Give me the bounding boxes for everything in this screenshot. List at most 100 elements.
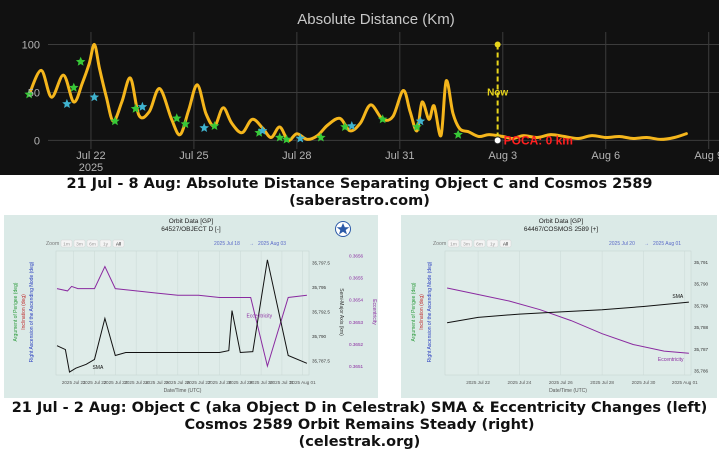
x-sub-label: 2025 [79, 162, 103, 174]
data-point-marker [180, 119, 191, 129]
data-point-marker [281, 134, 292, 144]
sma-tick-label: 35,795 [312, 285, 326, 290]
star-logo-icon [335, 221, 351, 237]
plot-area: SMA Eccentricity [55, 250, 310, 376]
zoom-button-bg [499, 239, 512, 248]
data-point-marker [62, 98, 72, 108]
data-point-marker [295, 133, 306, 143]
bottom-caption-line1: 21 Jul - 2 Aug: Object C (aka Object D i… [11, 400, 708, 416]
ecc-tick-label: 0.3655 [349, 276, 363, 281]
sma-tick-label: 35,786 [694, 369, 708, 374]
data-point-marker [275, 132, 285, 142]
sma-tick-label: 35,787.5 [312, 358, 330, 363]
left-axis-title-1: Inclination (deg) [21, 294, 27, 330]
sma-series-line [447, 301, 689, 324]
x-tick-label: Jul 25 [179, 150, 208, 162]
object-d-orbit-panel: Orbit Data [GP] 64527/OBJECT D [-] Zoom 1… [4, 215, 378, 398]
ecc-axis-title: Eccentricity [371, 299, 377, 325]
sma-axis-title: Semi-Major Axis (km) [338, 288, 344, 336]
left-axis-title-2: Right Ascension of the Ascending Node (d… [29, 261, 35, 362]
ecc-tick-label: 0.3652 [349, 342, 363, 347]
x-tick-label: 2025 Jul 26 [166, 380, 190, 385]
distance-chart-background [0, 0, 719, 175]
x-tick-label: 2025 Jul 30 [632, 380, 656, 385]
zoom-button-1m: 1m [63, 241, 70, 247]
data-point-marker [415, 116, 426, 126]
ecc-tick-label: 0.3654 [349, 298, 363, 303]
zoom-label: Zoom [433, 241, 446, 247]
bottom-caption-line3: (celestrak.org) [298, 434, 421, 450]
zoom-button-6m: 6m [476, 241, 483, 247]
zoom-button-1m: 1m [450, 241, 457, 247]
x-axis-title: Date/Time (UTC) [164, 388, 202, 394]
zoom-button-bg [447, 239, 460, 248]
left-axis-title-2: Right Ascension of the Ascending Node (d… [427, 261, 433, 362]
left-axis-title-0: Argument of Perigee (deg) [411, 282, 417, 341]
zoom-button-all: All [116, 241, 121, 247]
distance-chart-line [27, 42, 688, 142]
zoom-button-bg [486, 239, 499, 248]
x-tick-label: 2025 Aug 01 [290, 380, 316, 385]
top-caption-line2: (saberastro.com) [289, 193, 430, 209]
data-point-marker [340, 122, 350, 131]
data-point-marker [254, 127, 264, 137]
sma-series-line [56, 259, 308, 373]
zoom-button-bg [112, 239, 125, 248]
zoom-controls: Zoom 1m 3m 6m 1y All 2025 Jul 20 → 2025 Aug 01 [433, 239, 681, 248]
distance-chart-title: Absolute Distance (Km) [297, 11, 455, 28]
distance-chart: Now POCA: 0 km Absolute Distance (Km) Jul… [0, 0, 719, 175]
zoom-button-1y: 1y [103, 241, 109, 247]
data-point-marker [24, 89, 34, 99]
zoom-button-bg [473, 239, 486, 248]
range-to: 2025 Aug 03 [258, 241, 286, 247]
sma-tick-label: 35,787 [694, 347, 708, 352]
x-tick-label: 2025 Jul 22 [83, 380, 107, 385]
data-point-marker [69, 82, 79, 92]
x-tick-label: Jul 22 [76, 150, 105, 162]
sma-tick-label: 35,791 [694, 260, 708, 265]
x-tick-label: Jul 31 [385, 150, 414, 162]
data-point-marker [75, 56, 86, 66]
zoom-button-bg [99, 239, 112, 248]
sma-tick-label: 35,788 [694, 325, 708, 330]
plot-frame [55, 250, 310, 376]
zoom-button-bg [86, 239, 99, 248]
range-from: 2025 Jul 18 [214, 241, 240, 247]
axes: 2025 Jul 22 2025 Jul 24 2025 Jul 26 2025 Ju… [411, 260, 708, 394]
range-from: 2025 Jul 20 [609, 241, 635, 247]
ecc-series-line [446, 287, 689, 354]
left-axis-title-1: Inclination (deg) [419, 294, 425, 330]
sma-tick-label: 35,790 [694, 282, 708, 287]
cosmos-2589-orbit-panel: Orbit Data [GP] 64467/COSMOS 2589 [+] Zo… [401, 215, 717, 398]
sma-tick-label: 35,797.5 [312, 261, 330, 266]
top-caption-line1: 21 Jul - 8 Aug: Absolute Distance Separa… [66, 176, 653, 192]
x-tick-label: 2025 Jul 28 [590, 380, 614, 385]
ecc-series-label: Eccentricity [247, 313, 273, 319]
ecc-tick-label: 0.3653 [349, 320, 363, 325]
top-caption: 21 Jul - 8 Aug: Absolute Distance Separa… [0, 176, 719, 210]
now-indicator: Now POCA: 0 km [487, 41, 573, 147]
data-point-marker [89, 92, 100, 102]
x-tick-label: 2025 Jul 23 [103, 380, 127, 385]
zoom-button-bg [460, 239, 473, 248]
bottom-caption: 21 Jul - 2 Aug: Object C (aka Object D i… [0, 400, 719, 451]
zoom-button-bg [73, 239, 86, 248]
data-point-marker [377, 114, 388, 124]
x-tick-label: 2025 Jul 21 [62, 380, 86, 385]
x-tick-label: 2025 Jul 27 [187, 380, 211, 385]
sma-series-label: SMA [672, 294, 684, 300]
data-point-marker [412, 122, 422, 131]
data-point-marker [172, 113, 182, 123]
x-tick-label: 2025 Jul 31 [270, 380, 294, 385]
zoom-controls: Zoom 1m 3m 6m 1y All 2025 Jul 18 → 2025 Aug 03 [46, 239, 286, 248]
x-axis-title: Date/Time (UTC) [549, 388, 587, 394]
poca-dot [493, 136, 502, 145]
distance-chart-ticks: Jul 22 Jul 25 Jul 28 Jul 31 Aug 3 Aug 6 Aug 9 2… [22, 40, 719, 174]
y-tick-label: 0 [34, 135, 40, 147]
now-label: Now [487, 87, 508, 98]
x-tick-label: 2025 Jul 24 [124, 380, 148, 385]
plot-area: SMA Eccentricity [444, 250, 692, 376]
data-point-marker [347, 121, 357, 130]
panel-title: Orbit Data [GP] [539, 218, 584, 225]
